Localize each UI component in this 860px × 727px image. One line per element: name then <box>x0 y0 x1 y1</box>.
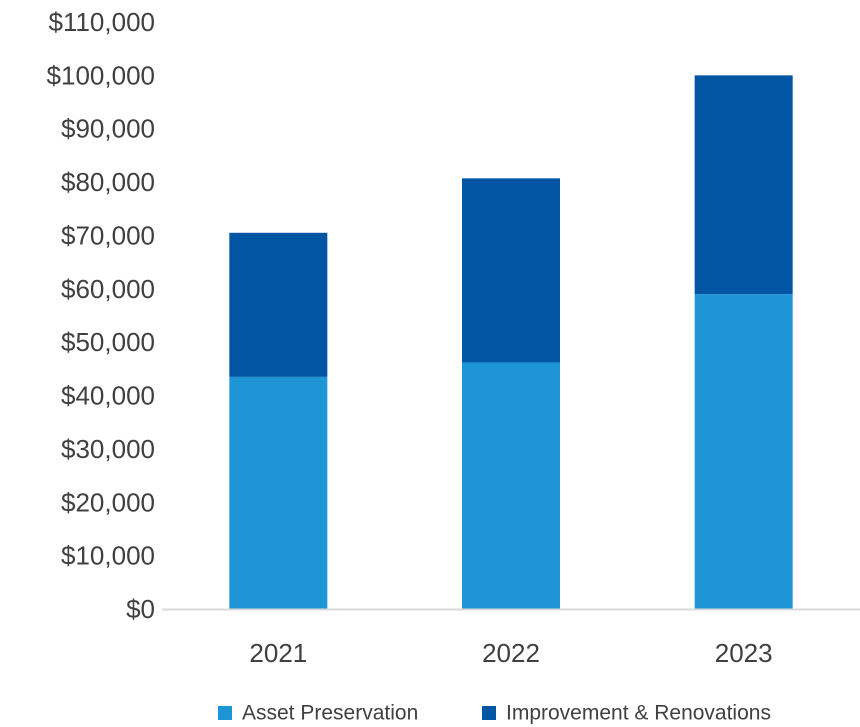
legend-label: Asset Preservation <box>242 702 418 725</box>
bar-2023-asset-preservation <box>694 294 793 609</box>
y-tick-label: $0 <box>126 594 155 624</box>
y-axis: $0 $10,000 $20,000 $30,000 $40,000 $50,000 $60… <box>47 7 155 624</box>
y-tick-label: $20,000 <box>61 487 155 517</box>
y-tick-label: $90,000 <box>61 114 155 144</box>
bar-2022-improvement-renovations <box>462 178 560 363</box>
legend: Asset Preservation Improvement & Renovati… <box>218 702 771 725</box>
y-tick-label: $60,000 <box>61 274 155 304</box>
y-tick-label: $50,000 <box>61 327 155 357</box>
legend-swatch <box>482 706 496 720</box>
y-tick-label: $110,000 <box>48 7 155 37</box>
x-category-label: 2023 <box>715 638 773 668</box>
legend-label: Improvement & Renovations <box>506 702 771 725</box>
y-tick-label: $40,000 <box>61 381 155 411</box>
x-axis: 2021 2022 2023 <box>249 638 772 668</box>
y-tick-label: $80,000 <box>61 167 155 197</box>
bar-2021-asset-preservation <box>229 376 328 609</box>
y-tick-label: $30,000 <box>61 434 155 464</box>
legend-swatch <box>218 706 232 720</box>
x-category-label: 2021 <box>249 638 307 668</box>
bars <box>229 75 793 609</box>
bar-2022-asset-preservation <box>462 362 560 609</box>
y-tick-label: $100,000 <box>47 60 155 90</box>
x-category-label: 2022 <box>482 638 540 668</box>
y-tick-label: $70,000 <box>61 220 155 250</box>
y-tick-label: $10,000 <box>61 541 155 571</box>
bar-2023-improvement-renovations <box>694 75 793 295</box>
bar-2021-improvement-renovations <box>229 232 328 377</box>
